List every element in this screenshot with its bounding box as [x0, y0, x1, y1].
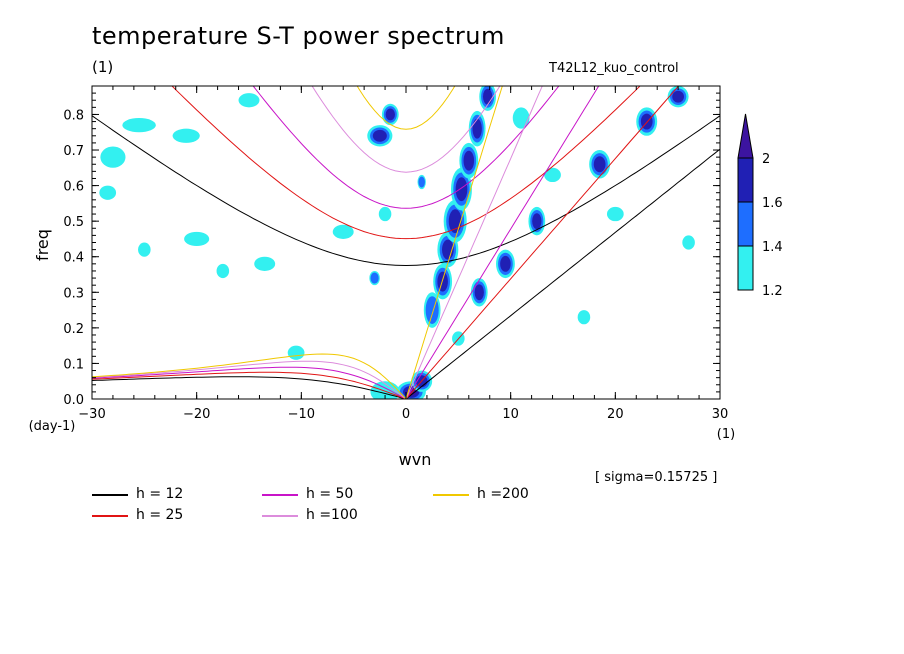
legend-swatch	[433, 494, 469, 496]
colorbar-label: 1.4	[762, 240, 783, 255]
y-tick-label: 0.3	[63, 286, 84, 301]
power-blob	[370, 272, 379, 284]
x-tick-label: −30	[78, 407, 105, 422]
legend-label: h =100	[306, 507, 358, 523]
dispersion-curves	[92, 86, 720, 399]
chart-title: temperature S-T power spectrum	[92, 22, 505, 50]
x-tick-label: 30	[712, 407, 729, 422]
power-blob	[122, 118, 156, 133]
power-blob	[385, 108, 395, 121]
power-blob	[238, 93, 260, 108]
x-tick-label: 20	[607, 407, 624, 422]
power-blob	[455, 177, 468, 202]
power-blob	[500, 255, 511, 272]
sigma-label: [ sigma=0.15725 ]	[595, 470, 718, 485]
legend-label: h = 12	[136, 486, 184, 502]
power-blob	[606, 206, 624, 222]
colorbar: 2 1.6 1.4 1.2	[737, 113, 783, 299]
colorbar-label: 1.2	[762, 284, 783, 299]
unit-subtitle: (1)	[92, 58, 114, 76]
power-blob	[372, 129, 387, 142]
y-tick-label: 0.2	[63, 322, 84, 337]
dispersion-curve	[171, 86, 641, 240]
y-tick-label: 0.0	[63, 393, 84, 408]
power-blob	[254, 256, 276, 271]
power-blob	[474, 284, 484, 301]
power-blob	[138, 242, 151, 257]
colorbar-label: 2	[762, 152, 770, 167]
x-axis-label: wvn	[399, 450, 432, 469]
legend-swatch	[262, 494, 298, 496]
power-blob	[544, 167, 561, 183]
legend-label: h =200	[477, 486, 529, 502]
dispersion-curve	[356, 86, 456, 130]
y-unit-label: (day-1)	[29, 419, 76, 434]
power-blob	[532, 213, 542, 230]
legend-swatch	[262, 515, 298, 517]
x-tick-label: 0	[402, 407, 410, 422]
dispersion-curve	[405, 86, 680, 399]
dispersion-curve	[92, 366, 407, 399]
y-tick-label: 0.5	[63, 215, 84, 230]
colorbar-segment	[737, 201, 754, 247]
x-tick-label: −20	[183, 407, 210, 422]
dispersion-curve	[92, 353, 407, 399]
y-tick-label: 0.6	[63, 180, 84, 195]
dispersion-curve	[405, 148, 720, 399]
power-blob	[172, 128, 200, 143]
y-axis-label: freq	[33, 229, 52, 261]
power-blob	[482, 88, 493, 105]
power-blob	[437, 271, 448, 292]
axis-tick-labels: −30 −20 −10 0 10 20 30 0.0 0.1 0.2 0.3 0.4 0.5 0.6 0.7…	[63, 108, 728, 422]
legend-swatch	[92, 494, 128, 496]
power-blob	[100, 146, 126, 168]
power-blob	[682, 235, 695, 250]
power-blob	[216, 263, 230, 279]
dispersion-curve	[311, 86, 501, 173]
colorbar-label: 1.6	[762, 196, 783, 211]
colorbar-top-triangle	[737, 113, 754, 159]
x-unit-label: (1)	[717, 427, 735, 442]
x-tick-label: −10	[288, 407, 315, 422]
axis-ticks	[91, 86, 721, 400]
y-tick-label: 0.8	[63, 108, 84, 123]
x-tick-label: 10	[502, 407, 519, 422]
power-blob	[332, 224, 354, 239]
power-blob	[577, 310, 591, 325]
power-blob	[593, 156, 606, 173]
legend-label: h = 50	[306, 486, 354, 502]
y-tick-label: 0.7	[63, 144, 84, 159]
dispersion-curve	[92, 360, 407, 399]
colorbar-segment	[737, 157, 754, 203]
power-blob	[672, 90, 684, 103]
dispersion-curve	[252, 86, 560, 209]
y-tick-label: 0.1	[63, 357, 84, 372]
power-blob	[99, 185, 117, 200]
experiment-name: T42L12_kuo_control	[549, 61, 679, 76]
dispersion-curve	[405, 86, 600, 399]
dispersion-curve	[405, 86, 543, 399]
power-blob	[512, 107, 530, 129]
power-blob	[184, 231, 210, 247]
dispersion-curve	[405, 86, 503, 399]
power-blob	[370, 381, 400, 399]
power-blob	[463, 150, 475, 171]
dispersion-curve	[92, 371, 407, 399]
power-blob	[287, 345, 305, 360]
power-blob	[472, 118, 482, 139]
power-blob	[448, 209, 462, 234]
dispersion-curve	[92, 376, 407, 399]
y-tick-label: 0.4	[63, 251, 84, 266]
colorbar-segment	[737, 245, 754, 291]
dispersion-curve	[92, 115, 720, 267]
power-blob	[378, 206, 392, 222]
legend-swatch	[92, 515, 128, 517]
legend-label: h = 25	[136, 507, 184, 523]
power-blob	[418, 176, 425, 188]
